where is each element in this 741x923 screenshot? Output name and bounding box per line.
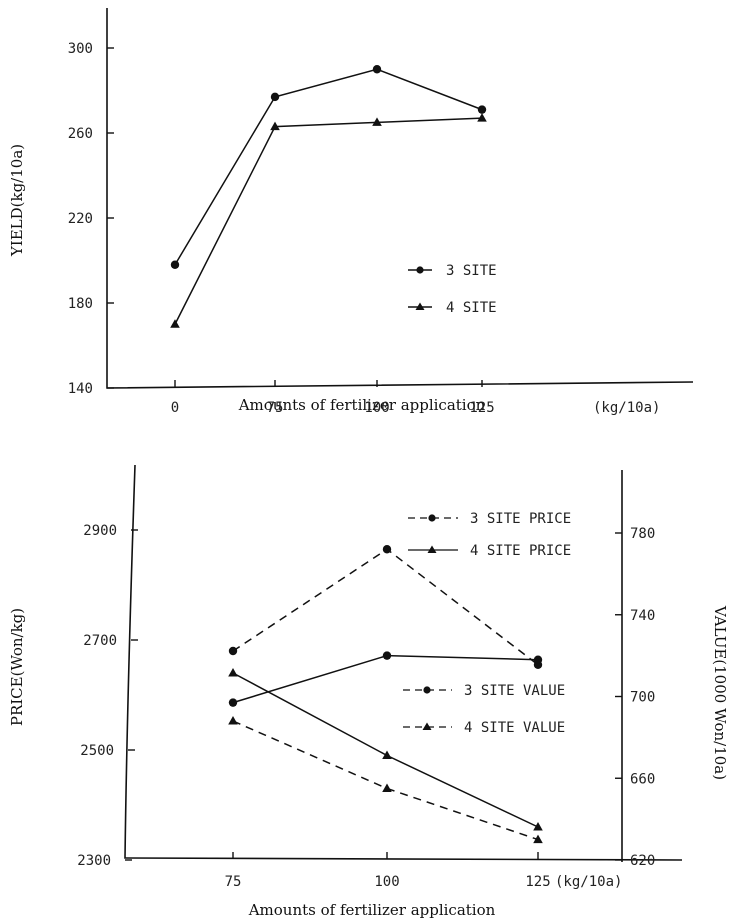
yield-series-1-point xyxy=(372,117,382,126)
yield-x-unit: (kg/10a) xyxy=(593,400,660,416)
price-y-tick-label: 2300 xyxy=(77,853,111,869)
value-y-tick-label: 620 xyxy=(630,853,655,869)
yield-series-0-point xyxy=(477,105,487,114)
price-value-series-line-0 xyxy=(232,548,539,666)
price-x-unit: (kg/10a) xyxy=(555,874,622,890)
yield-y-tick-label: 140 xyxy=(68,381,93,397)
yield-series-line-1 xyxy=(174,117,483,325)
price-value-series-1-point xyxy=(533,822,543,831)
price-value-series-3-point xyxy=(382,783,392,792)
legend-3-site: 3 SITE xyxy=(408,263,497,279)
price-value-legend: 3 SITE PRICE 4 SITE PRICE 3 SITE VALUE 4… xyxy=(403,511,571,736)
price-x-tick-label: 125 xyxy=(525,874,550,890)
yield-x-tick-label: 0 xyxy=(171,400,179,416)
legend-4-site-label: 4 SITE xyxy=(446,300,497,316)
price-value-series-line-3 xyxy=(232,720,539,841)
price-x-tick-label: 100 xyxy=(374,874,399,890)
price-y-tick-label: 2900 xyxy=(83,523,117,539)
value-y-tick-label: 780 xyxy=(630,526,655,542)
value-y-axis-label: VALUE(1000 Won/10a) xyxy=(711,605,729,780)
price-value-series-3-point xyxy=(228,716,238,725)
yield-x-tick-label: 125 xyxy=(469,400,494,416)
legend-4-site-value-label: 4 SITE VALUE xyxy=(464,720,565,736)
price-value-chart: PRICE(Won/kg) VALUE(1000 Won/10a) Amount… xyxy=(8,464,729,919)
yield-series-line-0 xyxy=(174,68,483,266)
price-value-series-1-point xyxy=(228,668,238,677)
price-y-axis-label: PRICE(Won/kg) xyxy=(8,608,26,726)
legend-3-site-value-label: 3 SITE VALUE xyxy=(464,683,565,699)
price-x-axis-label: Amounts of fertilizer application xyxy=(248,901,496,919)
yield-y-tick-label: 260 xyxy=(68,126,93,142)
yield-y-tick-label: 220 xyxy=(68,211,93,227)
legend-4-site: 4 SITE xyxy=(408,300,497,316)
yield-chart: YIELD(kg/10a) Amounts of fertilizer appl… xyxy=(8,8,694,416)
yield-legend: 3 SITE 4 SITE xyxy=(408,263,497,316)
value-y-tick-label: 700 xyxy=(630,690,655,706)
yield-y-tick-label: 300 xyxy=(68,41,93,57)
price-value-series-2-point xyxy=(228,698,238,707)
value-y-tick-label: 660 xyxy=(630,771,655,787)
yield-x-tick-label: 100 xyxy=(364,400,389,416)
yield-x-tick-label: 75 xyxy=(267,400,284,416)
legend-4-site-value: 4 SITE VALUE xyxy=(403,720,565,736)
yield-axes xyxy=(106,8,694,389)
yield-series-0-point xyxy=(170,260,180,269)
price-axes xyxy=(124,464,683,861)
price-y-tick-label: 2700 xyxy=(83,633,117,649)
legend-3-site-label: 3 SITE xyxy=(446,263,497,279)
price-value-series-3-point xyxy=(533,834,543,844)
legend-4-site-price: 4 SITE PRICE xyxy=(408,543,571,559)
yield-series-0-point xyxy=(270,92,280,102)
price-value-series-2-point xyxy=(382,651,392,660)
legend-3-site-price: 3 SITE PRICE xyxy=(408,511,571,527)
yield-x-axis-label: Amounts of fertilizer application xyxy=(238,396,486,414)
yield-series-1-point xyxy=(170,319,180,328)
legend-3-site-price-label: 3 SITE PRICE xyxy=(470,511,571,527)
value-y-tick-label: 740 xyxy=(630,608,655,624)
price-value-series-0-point xyxy=(228,646,238,656)
price-y-tick-label: 2500 xyxy=(80,743,114,759)
price-x-tick-label: 75 xyxy=(225,874,242,890)
price-value-series-0-point xyxy=(382,545,392,554)
yield-series-1-point xyxy=(270,121,280,131)
yield-y-axis-label: YIELD(kg/10a) xyxy=(8,144,26,257)
legend-3-site-value: 3 SITE VALUE xyxy=(403,683,565,699)
yield-series-1-point xyxy=(477,113,487,122)
price-value-series-1-point xyxy=(382,750,392,759)
yield-y-tick-label: 180 xyxy=(68,296,93,312)
price-value-series-2-point xyxy=(533,655,543,664)
yield-series-0-point xyxy=(372,65,382,74)
legend-4-site-price-label: 4 SITE PRICE xyxy=(470,543,571,559)
